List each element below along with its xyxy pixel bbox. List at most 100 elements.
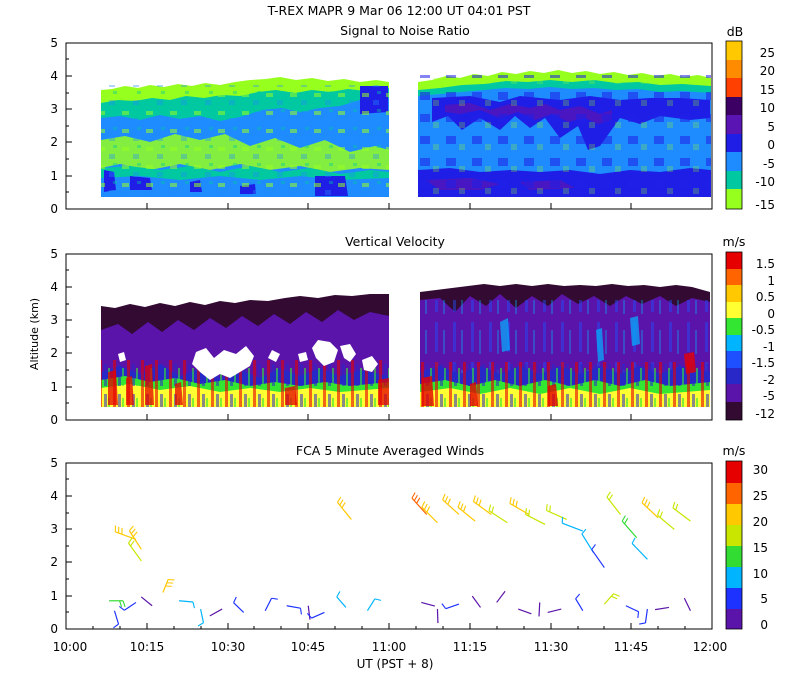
colorbar-label: 5 xyxy=(767,120,775,134)
colorbar-swatch xyxy=(726,402,742,420)
x-tick-label: 11:00 xyxy=(372,640,407,654)
x-tick-label: 10:30 xyxy=(211,640,246,654)
colorbar-label: -0.5 xyxy=(752,323,775,337)
wind-barb xyxy=(489,505,507,523)
vv-x-ticks xyxy=(66,414,712,420)
colorbar-swatch xyxy=(726,60,742,78)
panel-3-title: FCA 5 Minute Averaged Winds xyxy=(296,443,484,458)
y-tick-label: 4 xyxy=(50,69,58,83)
colorbar-swatch xyxy=(726,525,742,546)
y-tick-label: 5 xyxy=(50,36,58,50)
colorbar-swatch xyxy=(726,483,742,504)
header-title: T-REX MAPR 9 Mar 06 12:00 UT 04:01 PST xyxy=(267,3,531,18)
x-tick-label: 12:00 xyxy=(693,640,728,654)
wind-barb xyxy=(472,596,480,607)
colorbar-2-unit: m/s xyxy=(723,234,746,249)
wind-barb xyxy=(526,508,546,524)
colorbar-label: 1 xyxy=(767,274,775,288)
snr-panel: 0 1 2 3 4 5 25 20 15 10 5 0 xyxy=(50,36,775,216)
panel-1-title: Signal to Noise Ratio xyxy=(340,23,470,38)
y-tick-label: 5 xyxy=(50,247,58,261)
colorbar-3-unit: m/s xyxy=(723,443,746,458)
colorbar-label: 20 xyxy=(753,515,768,529)
colorbar-swatch xyxy=(726,351,742,368)
wind-barb xyxy=(163,579,175,592)
colorbar-label: -15 xyxy=(755,198,775,212)
winds-colorbar: 30 25 20 15 10 5 0 xyxy=(726,461,768,632)
y-tick-label: 0 xyxy=(50,622,58,636)
wind-barb xyxy=(622,516,636,538)
snr-y-ticks xyxy=(66,43,72,209)
colorbar-label: 0.5 xyxy=(756,290,775,304)
colorbar-label: 1.5 xyxy=(756,257,775,271)
x-tick-label: 11:15 xyxy=(453,640,488,654)
colorbar-label: 15 xyxy=(760,83,775,97)
y-tick-label: 3 xyxy=(50,102,58,116)
colorbar-swatch xyxy=(726,269,742,285)
colorbar-swatch xyxy=(726,302,742,318)
wind-barb xyxy=(607,492,621,515)
wind-barb xyxy=(655,607,669,609)
y-tick-label: 0 xyxy=(50,413,58,427)
colorbar-label: -5 xyxy=(763,389,775,403)
colorbar-swatch xyxy=(726,285,742,302)
winds-x-ticks xyxy=(66,623,712,629)
y-tick-label: 2 xyxy=(50,135,58,149)
wind-barb xyxy=(109,601,125,607)
colorbar-label: 10 xyxy=(760,101,775,115)
colorbar-label: 0 xyxy=(767,307,775,321)
wind-barb xyxy=(113,611,118,628)
x-tick-label: 10:15 xyxy=(130,640,165,654)
wind-barb xyxy=(210,609,222,616)
wind-barb xyxy=(443,494,459,515)
colorbar-swatch xyxy=(726,318,742,335)
colorbar-label: 5 xyxy=(760,592,768,606)
y-tick-label: 2 xyxy=(50,555,58,569)
wind-barb xyxy=(473,495,491,514)
wind-barb xyxy=(592,544,605,567)
wind-barb xyxy=(458,501,475,521)
wind-barb xyxy=(421,602,435,606)
x-tick-label: 11:45 xyxy=(614,640,649,654)
wind-barb xyxy=(576,594,583,611)
wind-barb xyxy=(141,597,152,606)
y-axis-label: Altitude (km) xyxy=(28,298,41,370)
colorbar-label: -1 xyxy=(763,340,775,354)
snr-y-labels: 0 1 2 3 4 5 xyxy=(50,36,58,216)
x-tick-labels: 10:00 10:15 10:30 10:45 11:00 11:15 11:3… xyxy=(53,640,728,654)
vv-y-labels: 0 1 2 3 4 5 xyxy=(50,247,58,427)
wind-barb xyxy=(539,602,540,616)
colorbar-swatch xyxy=(726,252,742,269)
y-tick-label: 1 xyxy=(50,380,58,394)
colorbar-label: 30 xyxy=(753,463,768,477)
wind-barb xyxy=(642,497,658,518)
colorbar-1-unit: dB xyxy=(727,24,744,39)
x-tick-label: 10:45 xyxy=(291,640,326,654)
snr-colorbar: 25 20 15 10 5 0 -5 -10 -15 xyxy=(726,41,775,212)
colorbar-swatch xyxy=(726,97,742,115)
wind-barb xyxy=(337,591,346,607)
snr-segment-1 xyxy=(101,77,389,197)
colorbar-swatch xyxy=(726,461,742,483)
colorbar-swatch xyxy=(726,567,742,588)
colorbar-label: -5 xyxy=(763,157,775,171)
colorbar-label: -2 xyxy=(763,373,775,387)
colorbar-label: 0 xyxy=(760,618,768,632)
y-tick-label: 1 xyxy=(50,169,58,183)
colorbar-label: 25 xyxy=(760,46,775,60)
wind-barb xyxy=(198,609,203,626)
colorbar-swatch xyxy=(726,384,742,402)
colorbar-label: -1.5 xyxy=(752,356,775,370)
vv-segment-1 xyxy=(101,294,389,407)
y-tick-label: 4 xyxy=(50,489,58,503)
vv-segment-2 xyxy=(420,284,710,407)
wind-barb xyxy=(518,609,531,614)
colorbar-label: -12 xyxy=(755,407,775,421)
y-tick-label: 3 xyxy=(50,522,58,536)
vv-colorbar: 1.5 1 0.5 0 -0.5 -1 -1.5 -2 -5 -12 xyxy=(726,252,775,421)
wind-barb xyxy=(412,493,427,515)
x-tick-label: 10:00 xyxy=(53,640,88,654)
wind-barb xyxy=(497,591,505,602)
wind-barb xyxy=(287,606,302,615)
colorbar-swatch xyxy=(726,171,742,189)
